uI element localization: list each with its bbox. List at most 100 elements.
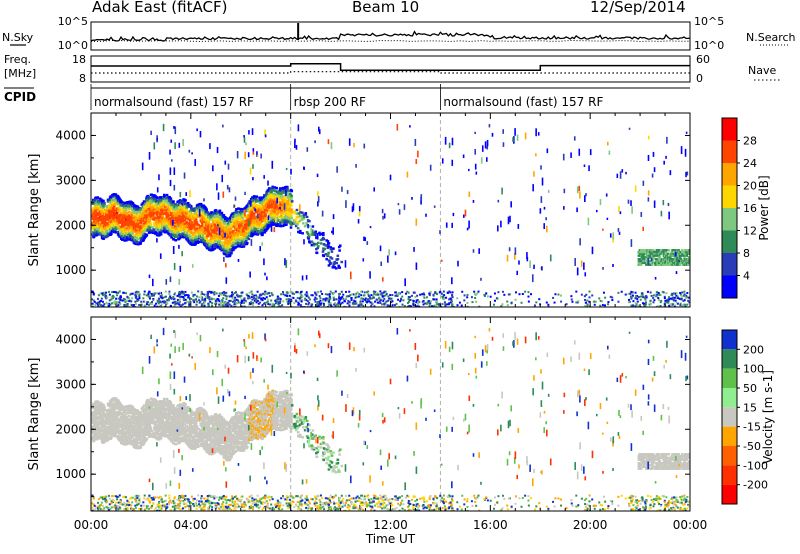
- power-echo-cell: [214, 238, 217, 241]
- power-clutter-cell: [237, 294, 240, 297]
- power-echo-cell: [226, 222, 230, 226]
- power-echo-cell: [136, 222, 140, 225]
- date-title: 12/Sep/2014: [590, 0, 686, 16]
- power-echo-cell: [642, 252, 646, 256]
- power-echo-cell: [174, 220, 178, 223]
- power-echo-cell: [137, 234, 140, 237]
- power-clutter-cell: [423, 296, 426, 299]
- power-echo-cell: [272, 207, 275, 211]
- power-clutter-cell: [425, 296, 428, 299]
- power-echo-cell: [217, 214, 221, 217]
- power-echo-cell: [114, 193, 118, 196]
- power-echo-cell: [246, 204, 249, 207]
- power-clutter-cell: [659, 294, 662, 297]
- power-echo-cell: [151, 214, 155, 217]
- power-echo-cell: [138, 207, 141, 210]
- power-echo-cell: [268, 205, 272, 208]
- power-echo-cell: [113, 205, 116, 208]
- power-echo-cell: [105, 218, 108, 221]
- power-clutter-cell: [594, 300, 597, 303]
- power-echo-cell: [269, 194, 273, 197]
- power-echo-cell: [139, 242, 142, 245]
- power-echo-cell: [158, 211, 162, 215]
- power-echo-cell: [207, 211, 210, 215]
- power-echo-cell: [132, 234, 136, 237]
- power-echo-cell: [232, 241, 235, 245]
- power-echo-cell: [290, 189, 294, 193]
- power-echo-cell: [127, 226, 131, 229]
- power-echo-cell: [101, 221, 105, 225]
- power-echo-cell: [135, 237, 139, 241]
- power-echo-cell: [218, 221, 222, 225]
- power-echo-cell: [139, 226, 143, 230]
- power-echo-cell: [315, 251, 319, 255]
- power-echo-cell: [225, 224, 229, 227]
- power-echo-cell: [147, 197, 151, 200]
- power-echo-cell: [261, 201, 264, 204]
- power-echo-cell: [284, 199, 288, 202]
- power-echo-cell: [329, 246, 333, 249]
- power-echo-cell: [99, 229, 103, 232]
- power-echo-cell: [160, 208, 164, 212]
- station-title: Adak East (fitACF): [92, 0, 228, 16]
- power-echo-cell: [235, 245, 238, 248]
- power-echo-cell: [133, 218, 137, 221]
- power-echo-cell: [201, 234, 205, 238]
- power-echo-cell: [638, 261, 641, 265]
- power-echo-cell: [230, 251, 233, 255]
- power-echo-cell: [645, 258, 648, 261]
- power-echo-cell: [216, 234, 220, 237]
- power-echo-cell: [688, 249, 690, 252]
- power-echo-cell: [212, 225, 216, 228]
- power-echo-cell: [275, 221, 279, 224]
- power-echo-cell: [220, 237, 224, 241]
- power-echo-cell: [183, 224, 186, 227]
- power-echo-cell: [275, 222, 279, 226]
- power-echo-cell: [107, 233, 110, 237]
- power-echo-cell: [152, 231, 155, 234]
- power-echo-cell: [207, 232, 210, 235]
- power-echo-cell: [312, 244, 316, 247]
- power-echo-cell: [214, 209, 218, 212]
- power-echo-cell: [240, 208, 244, 211]
- power-clutter-cell: [216, 300, 219, 303]
- power-clutter-cell: [217, 294, 220, 297]
- power-echo-cell: [94, 210, 98, 213]
- power-echo-cell: [277, 192, 281, 195]
- power-echo-cell: [191, 223, 195, 226]
- power-echo-cell: [257, 225, 261, 228]
- power-echo-cell: [245, 224, 249, 228]
- power-echo-cell: [658, 259, 662, 263]
- power-echo-cell: [290, 223, 293, 226]
- power-echo-cell: [673, 254, 677, 257]
- power-echo-cell: [104, 215, 108, 218]
- power-echo-cell: [124, 212, 127, 215]
- power-echo-cell: [297, 215, 301, 219]
- power-echo-cell: [192, 212, 196, 216]
- power-echo-cell: [256, 199, 259, 202]
- power-echo-cell: [186, 203, 190, 206]
- power-echo-cell: [102, 199, 105, 203]
- power-echo-cell: [154, 205, 157, 209]
- power-echo-cell: [199, 233, 203, 237]
- power-echo-cell: [325, 258, 328, 261]
- power-echo-cell: [194, 223, 198, 227]
- power-echo-cell: [242, 229, 246, 233]
- beam-title: Beam 10: [352, 0, 420, 16]
- power-echo-cell: [239, 223, 242, 226]
- power-echo-cell: [209, 214, 212, 218]
- power-echo-cell: [175, 223, 179, 226]
- power-echo-cell: [672, 259, 676, 263]
- power-echo-cell: [306, 232, 310, 236]
- power-echo-cell: [278, 210, 282, 214]
- power-echo-cell: [256, 233, 260, 236]
- power-echo-cell: [166, 196, 170, 199]
- power-echo-cell: [149, 222, 153, 225]
- power-echo-cell: [237, 210, 241, 214]
- power-echo-cell: [150, 193, 153, 196]
- power-echo-cell: [94, 232, 98, 235]
- power-echo-cell: [231, 214, 235, 218]
- power-echo-cell: [120, 223, 124, 226]
- power-echo-cell: [212, 242, 216, 245]
- power-echo-cell: [179, 207, 183, 210]
